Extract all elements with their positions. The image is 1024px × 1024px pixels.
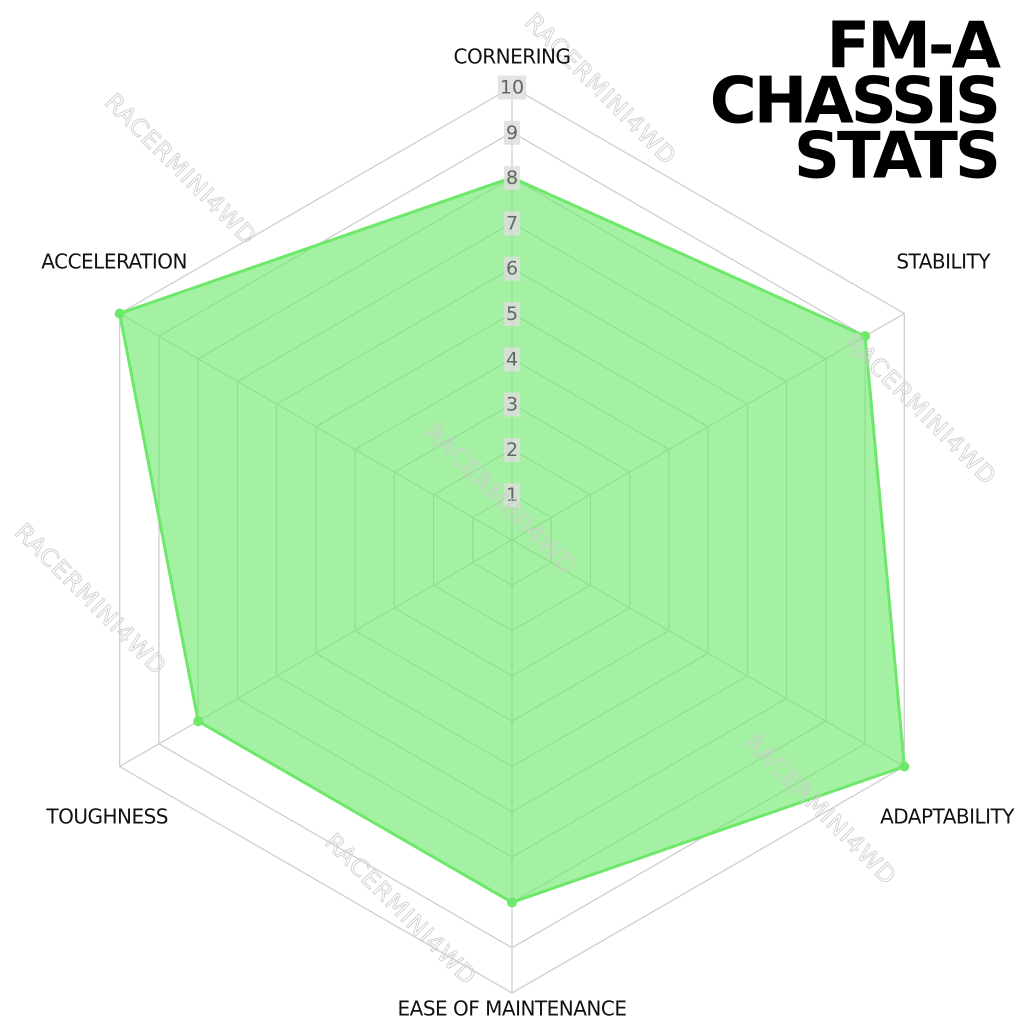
tick-label: 4 — [506, 348, 518, 370]
tick-label-bg — [503, 483, 521, 508]
category-label: STABILITY — [896, 250, 991, 274]
title-line: STATS — [794, 120, 998, 194]
tick-label-bg — [503, 120, 521, 145]
tick-label-bg — [497, 75, 527, 100]
title-line: FM-A — [827, 10, 1002, 84]
watermark: RACERMINI4WD — [9, 518, 172, 681]
ticks: 1 2 3 4 5 6 7 8 9 10 — [497, 75, 527, 508]
category-label: EASE OF MAINTENANCE — [398, 997, 627, 1021]
tick-label-bg — [503, 256, 521, 281]
category-label: CORNERING — [454, 45, 571, 69]
tick-label-bg — [503, 302, 521, 326]
watermark: RACERMINI4WD — [99, 88, 262, 251]
watermark: RACERMINI4WD — [519, 8, 682, 171]
tick-label: 10 — [500, 77, 524, 99]
point — [193, 716, 204, 727]
tick-label-bg — [503, 347, 521, 372]
tick-label: 7 — [506, 212, 518, 234]
marks — [114, 172, 910, 908]
point — [860, 331, 871, 342]
tick-label: 3 — [506, 394, 518, 416]
point — [507, 897, 517, 908]
tick-label-bg — [503, 166, 521, 191]
tick-label: 1 — [506, 484, 518, 506]
tick-label: 5 — [506, 303, 518, 325]
tick-label-bg — [503, 211, 521, 236]
tick-label: 8 — [506, 167, 518, 189]
category-label: ADAPTABILITY — [880, 805, 1015, 829]
tick-label: 9 — [506, 122, 518, 144]
category-label: TOUGHNESS — [45, 805, 168, 829]
category-label: ACCELERATION — [41, 250, 187, 274]
tick-label: 2 — [506, 439, 518, 461]
point — [114, 308, 125, 319]
tick-label-bg — [503, 437, 521, 462]
tick-label: 6 — [506, 258, 518, 280]
title-line: CHASSIS — [710, 65, 998, 139]
point — [899, 761, 910, 772]
tick-label-bg — [503, 392, 521, 417]
